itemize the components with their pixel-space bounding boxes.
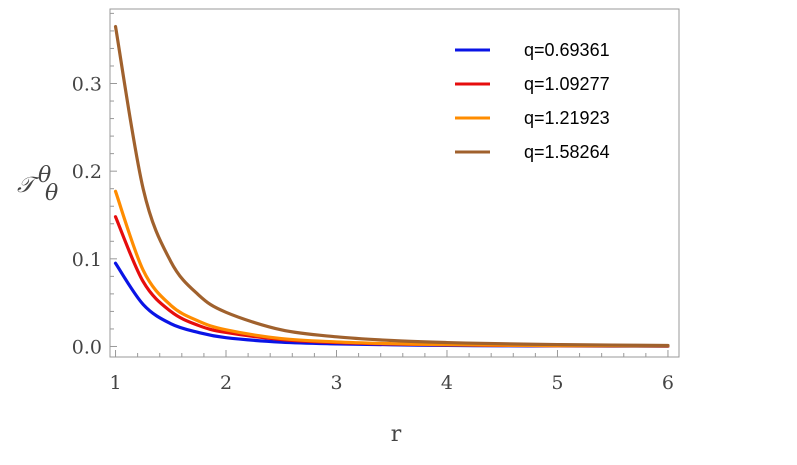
x-tick-label: 6 (662, 372, 674, 394)
x-axis-title: r (391, 422, 402, 447)
series-line-1 (113, 261, 670, 348)
legend-label: q=1.21923 (524, 108, 610, 128)
y-tick-label: 0.2 (72, 161, 102, 183)
y-tick-label: 0.1 (72, 249, 102, 271)
x-tick-label: 3 (330, 372, 342, 394)
legend-label: q=1.58264 (524, 142, 610, 162)
series-line-3 (113, 189, 670, 348)
y-axis-ticks: 0.0 0.1 0.2 0.3 (72, 12, 117, 358)
y-tick-label: 0.0 (72, 336, 102, 358)
y-axis-title: 𝒯 θ θ (17, 163, 58, 206)
y-axis-title-subscript: θ (45, 181, 58, 206)
series-lines (113, 24, 670, 348)
series-line-2 (113, 215, 670, 348)
legend: q=0.69361 q=1.09277 q=1.21923 q=1.58264 (455, 40, 610, 162)
x-axis-ticks: 1 2 3 4 5 6 (109, 350, 674, 394)
x-tick-label: 1 (109, 372, 121, 394)
series-line-4 (113, 24, 670, 348)
x-tick-label: 5 (551, 372, 563, 394)
plot-frame (109, 8, 680, 358)
legend-label: q=1.09277 (524, 74, 610, 94)
y-axis-title-superscript: θ (38, 163, 51, 188)
y-tick-label: 0.3 (72, 74, 102, 96)
legend-label: q=0.69361 (524, 40, 610, 60)
x-tick-label: 2 (220, 372, 232, 394)
x-tick-label: 4 (441, 372, 453, 394)
